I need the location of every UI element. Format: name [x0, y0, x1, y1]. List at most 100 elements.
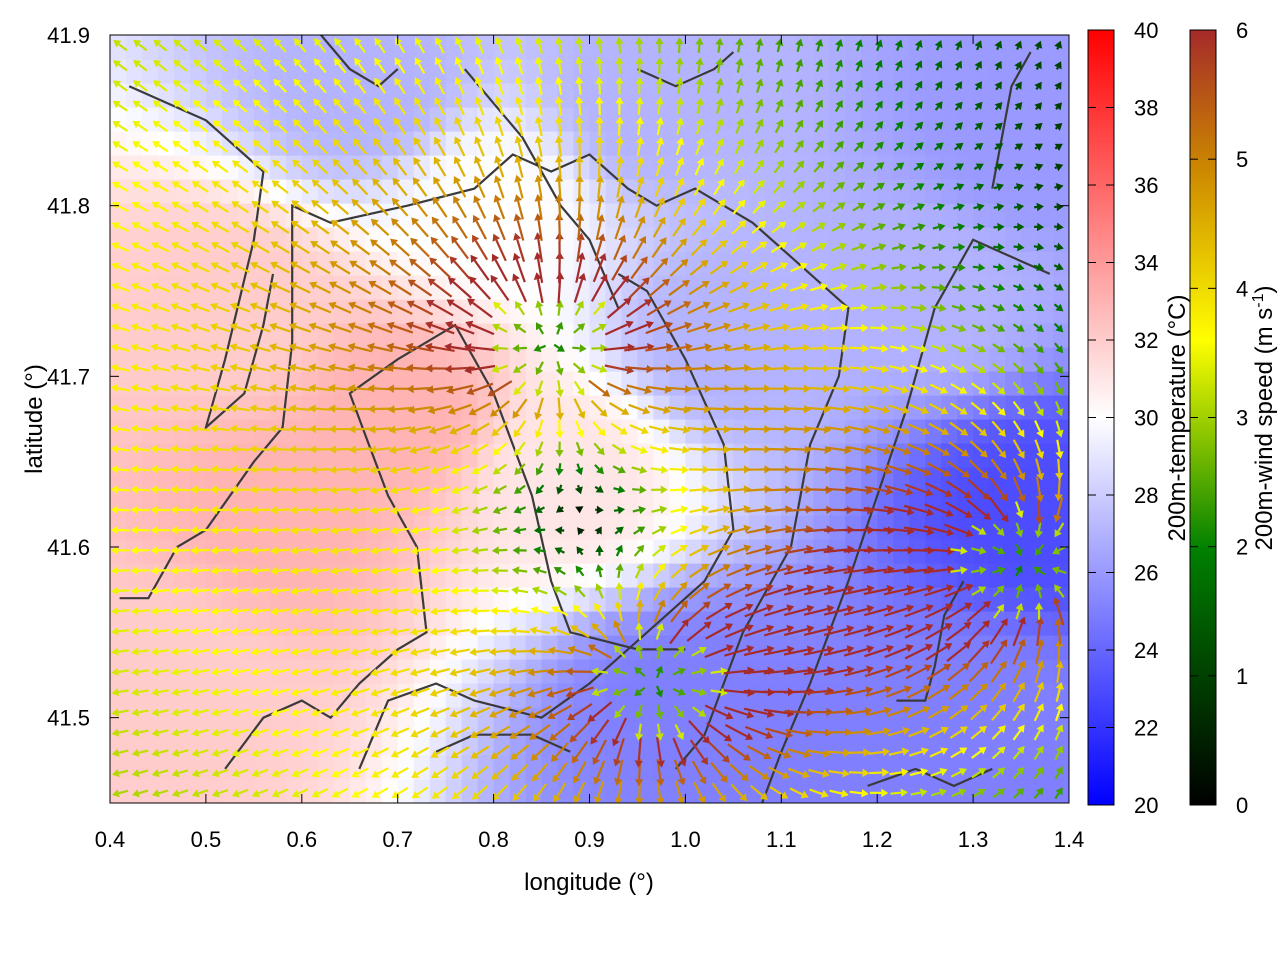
temperature-cell	[925, 395, 942, 420]
temperature-cell	[781, 83, 798, 108]
temperature-cell	[701, 131, 718, 156]
temperature-cell	[622, 779, 639, 804]
temperature-cell	[893, 179, 910, 204]
temperature-cell	[590, 515, 607, 540]
temperature-cell	[622, 35, 639, 60]
temperature-cell	[1053, 467, 1070, 492]
temperature-cell	[877, 107, 894, 132]
temperature-cell	[110, 563, 127, 588]
temperature-cell	[1021, 515, 1038, 540]
temperature-cell	[238, 683, 255, 708]
temperature-cell	[829, 251, 846, 276]
temperature-cell	[765, 443, 782, 468]
temperature-cell	[110, 419, 127, 444]
x-tick-label: 0.6	[287, 827, 318, 852]
temperature-cell	[957, 755, 974, 780]
temperature-cell	[494, 563, 511, 588]
y-tick-label: 41.5	[47, 706, 90, 731]
temperature-cell	[318, 563, 335, 588]
temperature-cell	[877, 299, 894, 324]
temperature-cell	[222, 275, 239, 300]
temperature-cell	[158, 491, 175, 516]
temperature-cell	[542, 83, 559, 108]
colorbar-tick-label: 3	[1236, 406, 1248, 431]
temperature-cell	[206, 35, 223, 60]
temperature-cell	[206, 779, 223, 804]
temperature-cell	[478, 419, 495, 444]
temperature-cell	[190, 443, 207, 468]
temperature-cell	[1021, 779, 1038, 804]
temperature-cell	[222, 635, 239, 660]
temperature-cell	[941, 107, 958, 132]
temperature-cell	[701, 275, 718, 300]
x-tick-label: 0.9	[574, 827, 605, 852]
temperature-cell	[430, 755, 447, 780]
temperature-cell	[749, 395, 766, 420]
x-tick-label: 0.5	[191, 827, 222, 852]
temperature-cell	[845, 755, 862, 780]
temperature-cell	[398, 443, 415, 468]
temperature-cell	[957, 395, 974, 420]
temperature-cell	[318, 635, 335, 660]
temperature-cell	[925, 779, 942, 804]
temperature-cell	[542, 371, 559, 396]
temperature-cell	[941, 299, 958, 324]
temperature-cell	[222, 371, 239, 396]
temperature-cell	[1053, 299, 1070, 324]
temperature-cell	[1053, 563, 1070, 588]
temperature-cell	[110, 443, 127, 468]
temperature-cell	[430, 779, 447, 804]
temperature-cell	[270, 443, 287, 468]
temperature-cell	[845, 371, 862, 396]
temperature-cell	[478, 251, 495, 276]
temperature-cell	[765, 251, 782, 276]
temperature-cell	[238, 755, 255, 780]
temperature-cell	[286, 707, 303, 732]
temperature-cell	[989, 251, 1006, 276]
temperature-cell	[622, 83, 639, 108]
temperature-cell	[206, 635, 223, 660]
temperature-cell	[1021, 635, 1038, 660]
temperature-cell	[877, 179, 894, 204]
temperature-cell	[957, 323, 974, 348]
temperature-cell	[542, 491, 559, 516]
temperature-cell	[813, 371, 830, 396]
temperature-cell	[941, 131, 958, 156]
colorbar-tick-label: 0	[1236, 793, 1248, 818]
temperature-cell	[270, 155, 287, 180]
temperature-cell	[909, 251, 926, 276]
colorbar-tick-label: 20	[1134, 793, 1158, 818]
temperature-cell	[542, 419, 559, 444]
temperature-cell	[222, 155, 239, 180]
temperature-cell	[446, 563, 463, 588]
colorbar-tick-label: 34	[1134, 251, 1158, 276]
temperature-cell	[622, 131, 639, 156]
colorbar-tick-label: 5	[1236, 147, 1248, 172]
temperature-cell	[270, 515, 287, 540]
temperature-cell	[190, 155, 207, 180]
temperature-cell	[669, 275, 686, 300]
temperature-cell	[669, 683, 686, 708]
temperature-cell	[158, 515, 175, 540]
temperature-cell	[781, 491, 798, 516]
temperature-cell	[350, 515, 367, 540]
temperature-cell	[142, 299, 159, 324]
temperature-cell	[126, 35, 143, 60]
temperature-cell	[430, 155, 447, 180]
temperature-cell	[158, 419, 175, 444]
temperature-cell	[813, 35, 830, 60]
colorbar-tick-label: 2	[1236, 535, 1248, 560]
temperature-colorbar-label: 200m-temperature (°C)	[1164, 294, 1191, 541]
temperature-cell	[861, 251, 878, 276]
temperature-cell	[941, 203, 958, 228]
temperature-cell	[542, 275, 559, 300]
temperature-cell	[126, 779, 143, 804]
colorbar-tick-label: 38	[1134, 96, 1158, 121]
temperature-cell	[318, 779, 335, 804]
temperature-cell	[1021, 299, 1038, 324]
temperature-cell	[973, 251, 990, 276]
temperature-cell	[893, 563, 910, 588]
temperature-cell	[797, 371, 814, 396]
temperature-cell	[989, 59, 1006, 84]
